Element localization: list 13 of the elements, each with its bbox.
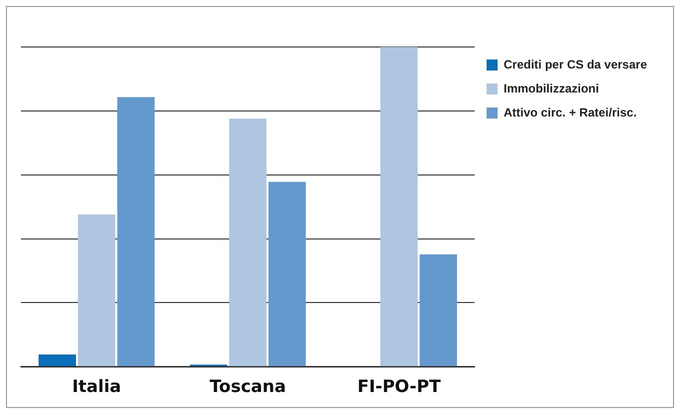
legend-label: Attivo circ. + Ratei/risc. — [504, 105, 637, 120]
bar — [268, 182, 306, 366]
bar — [229, 118, 266, 366]
bar — [117, 97, 155, 366]
x-tick-label: Italia — [72, 377, 122, 398]
bar — [38, 354, 76, 366]
legend-label: Crediti per CS da versare — [504, 57, 648, 72]
bar — [78, 214, 116, 366]
x-tick-label: FI-PO-PT — [357, 377, 442, 398]
x-tick-label: Toscana — [210, 377, 286, 398]
bar — [420, 254, 457, 366]
legend-label: Immobilizzazioni — [504, 81, 599, 96]
bar — [380, 47, 418, 366]
